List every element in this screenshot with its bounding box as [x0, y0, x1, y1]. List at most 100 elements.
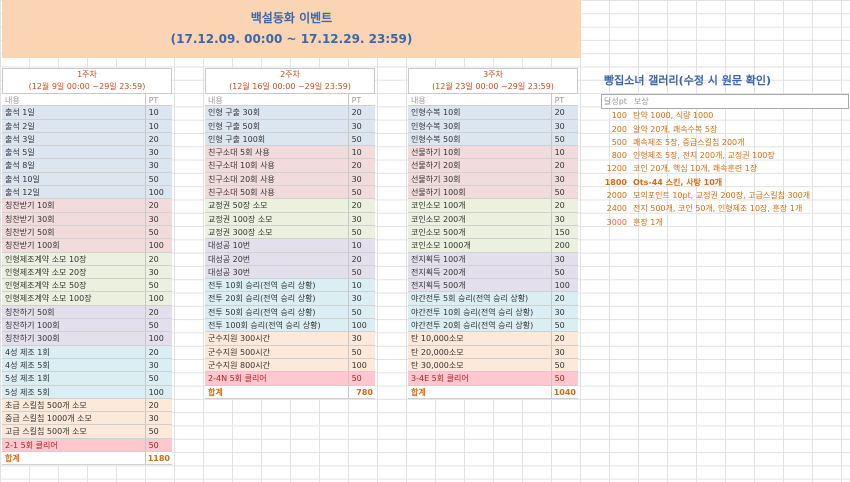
table-row[interactable]: 코인소모 200개 30 [408, 212, 578, 226]
mission-label: 선물하기 20회 [408, 159, 552, 172]
table-row[interactable]: 교정권 300장 소모 50 [205, 225, 375, 240]
table-row[interactable]: 인형 구출 30회 20 [205, 106, 375, 120]
mission-pt: 30 [351, 121, 362, 131]
table-row[interactable]: 선물하기 100회 50 [408, 186, 578, 200]
table-row[interactable]: 출석 5일 30 [2, 146, 172, 160]
table-row[interactable]: 전투 100회 승리(전역 승리 상황) 100 [205, 319, 375, 333]
mission-pt: 20 [351, 161, 362, 171]
table-row[interactable]: 인형제조계약 소모 50장 50 [2, 279, 172, 293]
week-period: (12월 9일 00:00 ~29일 23:59) [28, 82, 146, 91]
mission-label: 칭찬하기 100회 [2, 319, 146, 332]
table-row[interactable]: 칭찬받기 30회 30 [2, 212, 172, 226]
table-row[interactable]: 인형제조계약 소모 20장 30 [2, 265, 172, 280]
table-row[interactable]: 출석 8일 30 [2, 159, 172, 173]
mission-label: 5성 제조 1회 [2, 372, 146, 385]
table-row[interactable]: 출석 3일 20 [2, 132, 172, 147]
table-row[interactable]: 출석 1일 10 [2, 106, 172, 120]
table-row[interactable]: 초급 스킬칩 500개 소모 20 [2, 398, 172, 413]
mission-label: 전투 100회 승리(전역 승리 상황) [205, 319, 349, 332]
table-row[interactable]: 친구소대 20회 사용 30 [205, 172, 375, 187]
table-row[interactable]: 탄 20,000소모 30 [408, 345, 578, 359]
table-row[interactable]: 전지획득 200개 50 [408, 265, 578, 280]
table-row[interactable]: 고급 스킬칩 500개 소모 50 [2, 425, 172, 439]
table-row[interactable]: 친구소대 10회 사용 20 [205, 159, 375, 173]
mission-pt: 30 [351, 174, 362, 184]
table-row[interactable]: 군수지원 800시간 100 [205, 358, 375, 373]
table-row[interactable]: 코인소모 500개 150 [408, 225, 578, 240]
gallery-row[interactable]: 800 인형제조 5장, 전지 200개, 교정권 100장 [601, 149, 849, 162]
table-row[interactable]: 칭찬하기 100회 50 [2, 319, 172, 333]
table-row[interactable]: 탄 10,000소모 20 [408, 332, 578, 346]
table-row[interactable]: 친구소대 5회 사용 10 [205, 146, 375, 160]
mission-pt: 20 [554, 294, 565, 304]
table-row[interactable]: 출석 2일 10 [2, 119, 172, 133]
table-row[interactable]: 전지획득 500개 100 [408, 279, 578, 293]
table-row[interactable]: 선물하기 20회 20 [408, 159, 578, 173]
mission-label: 친구소대 50회 사용 [205, 186, 349, 199]
table-row[interactable]: 칭찬받기 50회 50 [2, 225, 172, 240]
mission-label: 전투 10회 승리(전역 승리 상황) [205, 279, 349, 292]
gallery-row[interactable]: 200 알약 20개, 쾌속수복 5장 [601, 123, 849, 136]
mission-label: 탄 20,000소모 [408, 345, 552, 358]
table-row[interactable]: 4성 제조 1회 20 [2, 345, 172, 359]
table-row[interactable]: 교정권 50장 소모 20 [205, 199, 375, 213]
table-row[interactable]: 인형수복 50회 50 [408, 132, 578, 147]
gallery-row[interactable]: 1800 Ots-44 스킨, 사탕 10개 [601, 176, 849, 189]
mission-pt: 20 [351, 108, 362, 118]
table-row[interactable]: 4성 제조 5회 30 [2, 358, 172, 373]
mission-label: 친구소대 20회 사용 [205, 172, 349, 186]
table-row[interactable]: 중급 스킬칩 1000개 소모 30 [2, 412, 172, 426]
mission-pt: 100 [148, 188, 164, 198]
mission-pt: 30 [148, 360, 159, 370]
gallery-row[interactable]: 1200 코인 20개, 핵심 10개, 쾌속훈련 1장 [601, 162, 849, 175]
mission-label: 대성공 20번 [205, 252, 349, 265]
table-row[interactable]: 대성공 20번 20 [205, 252, 375, 266]
gallery-row[interactable]: 3000 훈장 1개 [601, 216, 849, 229]
table-row[interactable]: 야간전투 20회 승리(전역 승리 상황) 50 [408, 319, 578, 333]
mission-label: 칭찬받기 100회 [2, 239, 146, 252]
table-row[interactable]: 칭찬하기 300회 100 [2, 332, 172, 346]
gallery-pt: 2400 [606, 204, 627, 214]
table-row[interactable]: 전지획득 100개 30 [408, 252, 578, 266]
week-2-table: 2주차 (12월 16일 00:00 ~29일 23:59) 내용 PT 인형 구출 3… [205, 68, 375, 399]
table-row[interactable]: 인형제조계약 소모 100장 100 [2, 292, 172, 306]
table-row[interactable]: 대성공 30번 50 [205, 265, 375, 280]
table-row[interactable]: 인형수복 10회 20 [408, 106, 578, 120]
table-row[interactable]: 칭찬받기 100회 100 [2, 239, 172, 253]
table-row[interactable]: 출석 10일 50 [2, 172, 172, 187]
table-row[interactable]: 인형제조계약 소모 10장 20 [2, 252, 172, 266]
table-row[interactable]: 3-4E 5회 클리어 50 [408, 372, 578, 386]
gallery-row[interactable]: 2000 모의포인트 10pt, 교정권 200장, 고급스킬칩 300개 [601, 189, 849, 202]
table-row[interactable]: 칭찬하기 50회 20 [2, 305, 172, 320]
table-row[interactable]: 코인소모 100개 20 [408, 199, 578, 213]
gallery-reward: 훈장 1개 [633, 217, 663, 227]
table-row[interactable]: 야간전투 10회 승리(전역 승리 상황) 30 [408, 305, 578, 320]
table-row[interactable]: 인형수복 30회 30 [408, 119, 578, 133]
table-row[interactable]: 전투 10회 승리(전역 승리 상황) 10 [205, 279, 375, 293]
table-row[interactable]: 탄 30,000소모 50 [408, 358, 578, 373]
table-row[interactable]: 인형 구출 100회 50 [205, 132, 375, 147]
table-row[interactable]: 전투 20회 승리(전역 승리 상황) 30 [205, 292, 375, 306]
table-row[interactable]: 전투 50회 승리(전역 승리 상황) 50 [205, 305, 375, 320]
table-row[interactable]: 대성공 10번 10 [205, 239, 375, 253]
table-row[interactable]: 선물하기 10회 10 [408, 146, 578, 160]
table-row[interactable]: 5성 제조 1회 50 [2, 372, 172, 386]
table-row[interactable]: 친구소대 50회 사용 50 [205, 186, 375, 200]
gallery-row[interactable]: 500 쾌속제조 5장, 중급스킬칩 200개 [601, 136, 849, 149]
table-row[interactable]: 2-1 5회 클리어 50 [2, 438, 172, 453]
table-row[interactable]: 칭찬받기 10회 20 [2, 199, 172, 213]
table-row[interactable]: 인형 구출 50회 30 [205, 119, 375, 133]
table-row[interactable]: 출석 12일 100 [2, 186, 172, 200]
gallery-row[interactable]: 2400 전지 500개, 코인 50개, 인형제조 10장, 훈장 1개 [601, 202, 849, 215]
gallery-row[interactable]: 100 탄약 1000, 식량 1000 [601, 109, 849, 122]
table-row[interactable]: 선물하기 30회 30 [408, 172, 578, 187]
mission-label: 3-4E 5회 클리어 [408, 372, 552, 385]
table-row[interactable]: 교정권 100장 소모 30 [205, 212, 375, 226]
table-row[interactable]: 2-4N 5회 클리어 50 [205, 372, 375, 386]
mission-label: 탄 30,000소모 [408, 358, 552, 372]
table-row[interactable]: 야간전투 5회 승리(전역 승리 상황) 20 [408, 292, 578, 306]
table-row[interactable]: 코인소모 1000개 200 [408, 239, 578, 253]
table-row[interactable]: 5성 제조 5회 100 [2, 385, 172, 399]
table-row[interactable]: 군수지원 500시간 50 [205, 345, 375, 359]
table-row[interactable]: 군수지원 300시간 30 [205, 332, 375, 346]
